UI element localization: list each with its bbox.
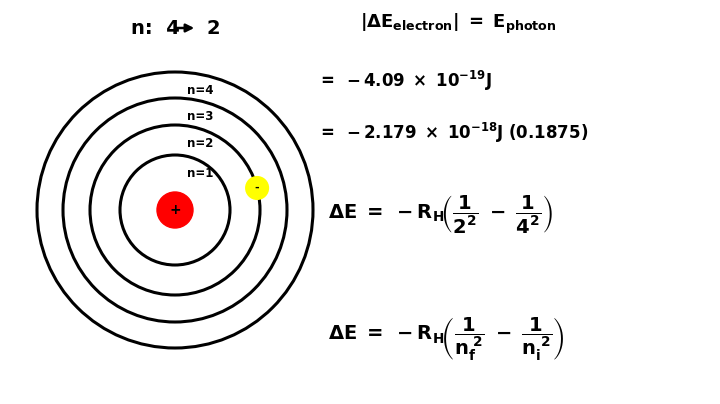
Text: $\mathbf{|\Delta E_{electron}|\ =\ E_{photon}}$: $\mathbf{|\Delta E_{electron}|\ =\ E_{ph… [360, 12, 557, 36]
Text: $\mathbf{=\ -4.09\ \times\ 10^{-19}J}$: $\mathbf{=\ -4.09\ \times\ 10^{-19}J}$ [317, 69, 492, 93]
Circle shape [246, 177, 268, 199]
Text: -: - [255, 183, 259, 193]
Text: +: + [169, 203, 181, 217]
Text: n=2: n=2 [187, 137, 213, 150]
Text: n=4: n=4 [187, 84, 214, 97]
Circle shape [157, 192, 193, 228]
Text: $\mathbf{=\ -2.179\ \times\ 10^{-18}J\ (0.1875)}$: $\mathbf{=\ -2.179\ \times\ 10^{-18}J\ (… [317, 121, 588, 145]
Text: n:  4: n: 4 [130, 19, 179, 38]
Text: n=1: n=1 [187, 167, 213, 180]
Text: $\mathbf{\Delta E\ =\ -R_H\!\left(\dfrac{1}{2^2}\ -\ \dfrac{1}{4^2}\right)}$: $\mathbf{\Delta E\ =\ -R_H\!\left(\dfrac… [328, 193, 553, 235]
Text: $\mathbf{\Delta E\ =\ -R_H\!\left(\dfrac{1}{n_f^{\ 2}}\ -\ \dfrac{1}{n_i^{\ 2}}\: $\mathbf{\Delta E\ =\ -R_H\!\left(\dfrac… [328, 316, 564, 363]
Text: 2: 2 [206, 19, 220, 38]
Text: n=3: n=3 [187, 110, 213, 123]
